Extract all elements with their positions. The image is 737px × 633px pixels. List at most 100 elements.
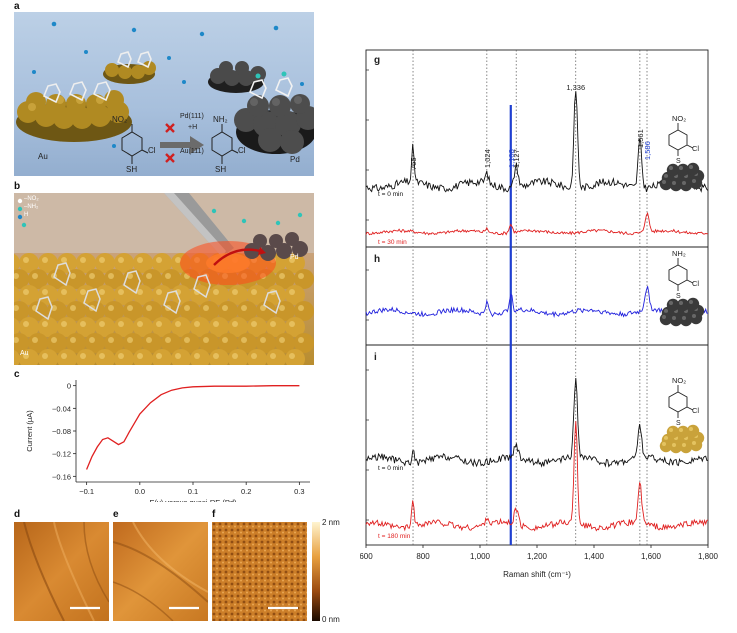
gold-atom-highlight <box>232 353 238 359</box>
reactant-sh-label: SH <box>126 165 138 174</box>
spillover-arrowhead <box>258 247 266 255</box>
raman-xaxis-title: Raman shift (cm⁻¹) <box>503 570 571 579</box>
gold-atom-highlight <box>270 321 276 327</box>
gold-atom-highlight <box>51 337 57 343</box>
gold-atom-highlight <box>80 353 86 359</box>
gold-atom-highlight <box>213 321 219 327</box>
colorbar-min-label: 0 nm <box>322 615 340 624</box>
h-molecule-cluster-ball <box>686 297 700 311</box>
gold-atom-highlight <box>61 321 67 327</box>
raman-series-3 <box>365 377 709 468</box>
gold-atom-highlight <box>61 289 67 295</box>
gold-atom-highlight <box>184 305 190 311</box>
gold-atom <box>228 349 248 365</box>
gold-atom-highlight <box>70 337 76 343</box>
gold-atom-highlight <box>241 305 247 311</box>
surface-au111-label: Au(111) <box>180 148 204 155</box>
gold-atom <box>14 253 20 273</box>
raman-xtick-label: 600 <box>360 552 373 561</box>
raman-series-1 <box>365 211 709 236</box>
legend-h: H <box>24 212 29 218</box>
raman-series-2 <box>365 286 708 319</box>
h-molecule-bond-cl <box>686 279 694 284</box>
gold-atom-highlight <box>232 289 238 295</box>
h-molecule-ring <box>668 264 688 286</box>
gold-atom-highlight <box>80 321 86 327</box>
peak-label: 1,336 <box>566 83 585 92</box>
molecules-on-gold <box>42 51 152 104</box>
gold-atom-highlight <box>156 257 162 263</box>
afm-image-e <box>113 522 208 621</box>
raman-series-0 <box>365 91 709 193</box>
gold-atom <box>209 349 229 365</box>
gold-atom-highlight <box>89 273 95 279</box>
gold-atom-highlight <box>146 273 152 279</box>
gold-atom-highlight <box>194 321 200 327</box>
i-molecule-cluster-shine <box>664 436 668 440</box>
panel-i-label: i <box>374 352 377 363</box>
h-molecule-cluster-shine <box>669 301 673 305</box>
gold-atom-highlight <box>14 305 19 311</box>
product-nh2-label: NH₂ <box>213 115 228 124</box>
gold-atom-highlight <box>251 353 257 359</box>
laser-spot-core <box>206 253 250 273</box>
pd-cluster-small <box>208 61 266 93</box>
raman-xtick-label: 1,200 <box>527 552 548 561</box>
c-ytick-label: −0.16 <box>52 472 71 481</box>
gold-atom-highlight <box>165 337 171 343</box>
panel-a-illustration <box>14 12 314 176</box>
gold-atom-highlight <box>32 337 38 343</box>
gold-atom-highlight <box>260 305 266 311</box>
legend-dots <box>17 198 23 220</box>
i-molecule-cluster-shine <box>689 427 693 431</box>
gold-atom-highlight <box>156 289 162 295</box>
c-current-curve <box>85 385 300 470</box>
gold-atom-highlight <box>89 337 95 343</box>
reactant-cl-label: Cl <box>148 146 156 155</box>
i-molecule-ring <box>668 391 688 413</box>
h-molecule-cluster-shine <box>692 314 696 318</box>
gold-atom-highlight <box>23 289 29 295</box>
gold-atom-highlight <box>251 321 257 327</box>
gold-atom-highlight <box>42 257 48 263</box>
gold-atom-highlight <box>298 273 304 279</box>
reaction-scheme <box>121 124 239 164</box>
gold-atom-highlight <box>99 353 105 359</box>
gold-atom-highlight <box>23 321 29 327</box>
product-sh-label: SH <box>215 165 227 174</box>
h-molecule-cl-group: Cl <box>692 279 699 288</box>
g-molecule-bond-cl <box>686 144 694 149</box>
g-molecule-top-group: NO₂ <box>672 114 686 123</box>
h-molecule-cluster-shine <box>679 301 683 305</box>
series-time-label: t = 0 min <box>378 191 403 198</box>
i-molecule-cluster-ball <box>686 424 700 438</box>
h-molecule-cluster-shine <box>682 316 686 320</box>
i-molecule-cluster-shine <box>679 428 683 432</box>
gold-atom-highlight <box>137 321 143 327</box>
peak-label: 765 <box>409 157 418 170</box>
g-molecule-ring <box>668 129 688 151</box>
gold-atom <box>247 349 267 365</box>
gold-atom-highlight <box>270 353 276 359</box>
gold-atom <box>133 349 153 365</box>
i-molecule-bond-cl <box>686 406 694 411</box>
blocked-marks <box>165 123 175 163</box>
gold-atom-highlight <box>137 257 143 263</box>
c-xtick-label: 0.3 <box>294 487 304 496</box>
gold-atom-highlight <box>156 353 162 359</box>
gold-atom-highlight <box>118 321 124 327</box>
panel-b-render <box>14 193 314 365</box>
raman-xtick-label: 1,800 <box>698 552 719 561</box>
gold-atom-highlight <box>194 353 200 359</box>
gold-atom-highlight <box>32 273 38 279</box>
reactant-no2-label: NO₂ <box>112 115 128 124</box>
panel-c-chart: 0 −0.04 −0.08 −0.12 −0.16 −0.1 0.0 0.1 0.2 0.3 E(v… <box>25 380 310 502</box>
gold-atom-highlight <box>279 273 285 279</box>
gold-atom-highlight <box>146 305 152 311</box>
gold-atom-highlight <box>156 321 162 327</box>
peak-label: 1,561 <box>636 129 645 148</box>
gold-atom-highlight <box>42 289 48 295</box>
gold-atom <box>266 349 286 365</box>
h-molecule-cluster-shine <box>662 315 666 319</box>
